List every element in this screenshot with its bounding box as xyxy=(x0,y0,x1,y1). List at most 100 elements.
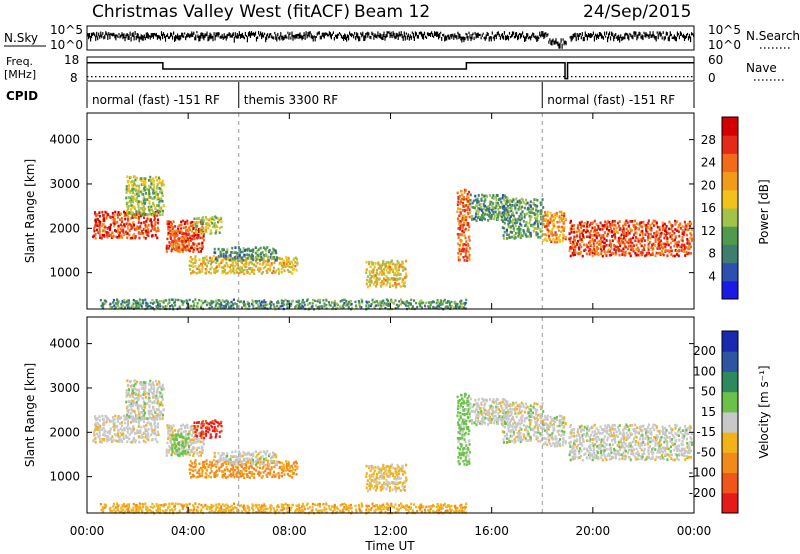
power-cell xyxy=(160,197,163,200)
velocity-cell xyxy=(156,387,159,390)
power-cell xyxy=(325,299,328,302)
noise-sample xyxy=(155,32,157,37)
power-cell xyxy=(499,197,502,201)
noise-sample xyxy=(293,35,295,38)
noise-sample xyxy=(521,33,523,38)
power-cell xyxy=(129,191,132,194)
power-cell xyxy=(150,205,153,209)
power-cell xyxy=(210,231,213,235)
power-cell xyxy=(662,224,665,227)
power-cell xyxy=(471,201,474,205)
power-cell xyxy=(569,236,572,240)
power-cell xyxy=(201,216,204,219)
velocity-cell xyxy=(156,418,159,421)
power-cell xyxy=(174,239,177,243)
power-cell xyxy=(390,268,393,271)
power-cell xyxy=(660,249,663,253)
noise-sample xyxy=(602,36,605,40)
noise-sample xyxy=(389,33,391,39)
power-cell xyxy=(96,218,99,221)
velocity-cell xyxy=(124,510,127,513)
velocity-cell xyxy=(183,436,186,440)
power-cell xyxy=(233,302,236,305)
power-cell xyxy=(418,303,421,306)
velocity-cell xyxy=(200,503,203,507)
power-cell xyxy=(179,299,182,302)
power-cell xyxy=(523,215,526,219)
power-cell xyxy=(654,254,657,258)
velocity-cell xyxy=(188,445,191,448)
velocity-cell xyxy=(131,440,134,444)
power-cell xyxy=(161,194,164,197)
power-cell xyxy=(516,231,519,235)
power-cell xyxy=(215,216,218,220)
noise-sample xyxy=(583,36,585,42)
power-cell xyxy=(489,211,492,215)
power-cell xyxy=(601,240,604,244)
power-cell xyxy=(549,211,552,215)
power-cell xyxy=(635,253,638,257)
noise-sample xyxy=(531,34,533,38)
power-cell xyxy=(105,216,108,220)
velocity-cell xyxy=(108,432,111,435)
power-cell xyxy=(687,251,690,255)
velocity-cell xyxy=(221,511,224,514)
velocity-cell xyxy=(256,472,259,475)
power-cell xyxy=(258,253,261,257)
power-cell xyxy=(280,267,283,271)
power-cell xyxy=(151,306,154,310)
power-cell xyxy=(226,264,229,267)
velocity-cell xyxy=(152,406,155,410)
noise-sample xyxy=(419,31,421,35)
power-cell xyxy=(144,198,147,201)
velocity-cell xyxy=(191,475,194,478)
power-cell xyxy=(516,220,519,223)
noise-sample xyxy=(108,32,110,36)
power-cell xyxy=(135,210,138,213)
noise-sample xyxy=(145,32,147,38)
noise-sample xyxy=(88,33,90,40)
velocity-cell xyxy=(135,420,138,423)
power-cell xyxy=(158,300,161,303)
velocity-cell xyxy=(161,417,164,420)
velocity-cell xyxy=(205,429,208,433)
noise-right-label: N.Search xyxy=(746,29,800,43)
noise-sample xyxy=(509,36,512,39)
power-cell xyxy=(589,234,592,237)
power-cell xyxy=(657,239,660,243)
noise-sample xyxy=(353,35,355,39)
power-cell xyxy=(419,304,422,308)
power-cell xyxy=(98,230,101,233)
velocity-cell xyxy=(232,471,235,474)
velocity-cell xyxy=(218,423,221,426)
power-cell xyxy=(151,213,154,217)
power-cell xyxy=(213,224,216,227)
power-cell xyxy=(214,257,217,261)
noise-sample xyxy=(337,33,340,36)
velocity-cell xyxy=(190,464,193,468)
power-cell xyxy=(114,306,117,309)
power-cell xyxy=(259,267,262,270)
power-cell xyxy=(255,265,258,268)
power-cell xyxy=(611,219,614,223)
noise-sample xyxy=(111,33,113,36)
power-cell xyxy=(103,233,106,237)
noise-sample xyxy=(220,35,222,39)
power-cell xyxy=(381,283,384,287)
power-cell xyxy=(242,264,245,267)
power-cell xyxy=(588,223,591,227)
power-cell xyxy=(218,265,221,268)
noise-sample xyxy=(137,33,139,39)
velocity-cell xyxy=(171,508,174,511)
power-cell xyxy=(656,233,659,237)
noise-sample xyxy=(384,36,386,41)
power-cell xyxy=(140,179,143,183)
velocity-cell xyxy=(236,467,239,471)
velocity-cell xyxy=(135,401,138,404)
noise-sample xyxy=(277,32,279,37)
power-cell xyxy=(457,252,460,255)
power-cell xyxy=(137,194,140,198)
power-cell xyxy=(116,220,119,224)
velocity-cell xyxy=(147,399,150,403)
power-cell xyxy=(424,304,427,307)
